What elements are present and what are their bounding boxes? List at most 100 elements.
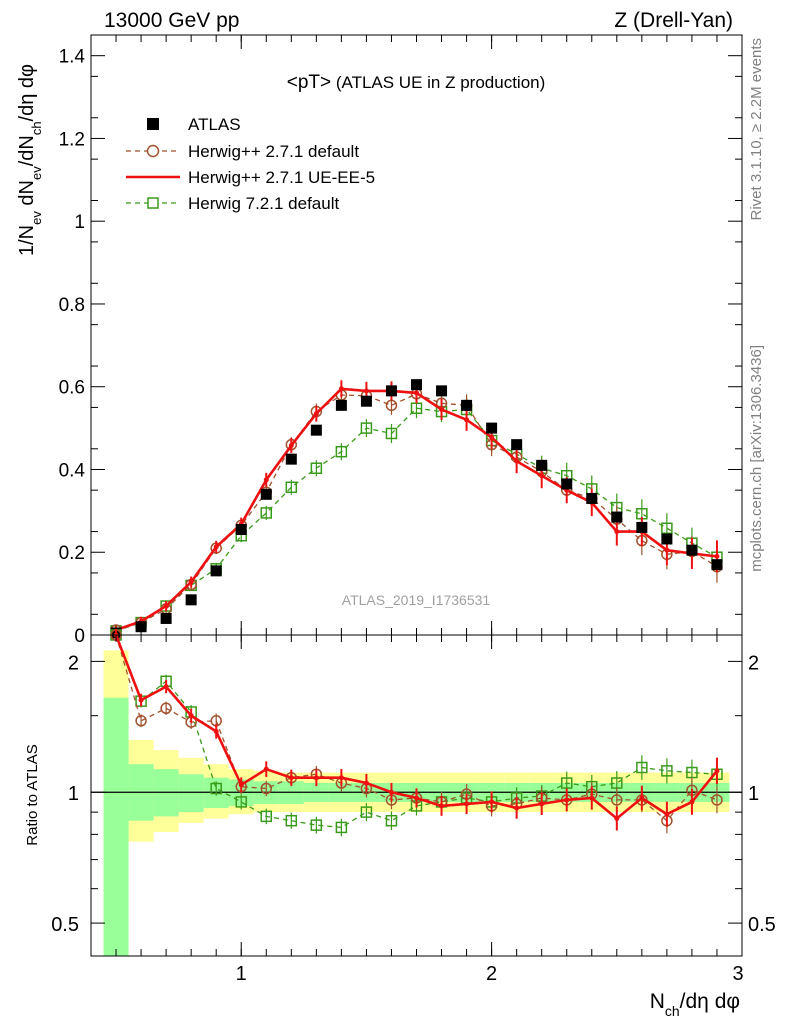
- ratio-ytick-label: 2: [68, 652, 79, 674]
- ratio-point-herwigpp_ue: [564, 797, 570, 803]
- main-point-atlas: [360, 395, 372, 407]
- ratio-point-herwigpp_ue: [614, 816, 620, 822]
- plot-title-desc: (ATLAS UE in Z production): [331, 73, 545, 92]
- ratio-xtick-label: 2: [486, 963, 497, 985]
- main-ytick-label: 1.2: [59, 129, 85, 150]
- ratio-band-inner: [178, 774, 204, 813]
- ratio-point-herwigpp_default: [260, 782, 273, 795]
- main-point-atlas: [636, 521, 648, 533]
- main-point-herwigpp_ue: [363, 388, 369, 394]
- main-point-atlas: [561, 478, 573, 490]
- ratio-panel: 0.5 0.5 1 1 2 2 1 2 3 Ratio to ATLAS Nch/dη dφ: [24, 629, 776, 1019]
- main-point-atlas: [260, 488, 272, 500]
- ratio-ytick-label-right: 1: [748, 783, 759, 805]
- main-point-atlas: [385, 385, 397, 397]
- ratio-point-herwigpp_ue: [338, 775, 344, 781]
- legend-label-herwig7: Herwig 7.2.1 default: [188, 194, 339, 213]
- main-ytick-label: 0.2: [59, 543, 85, 564]
- ratio-point-herwigpp_ue: [213, 728, 219, 734]
- main-ytick-label: 0.4: [59, 460, 86, 481]
- main-point-herwigpp_ue: [414, 390, 419, 396]
- main-point-herwigpp_ue: [338, 386, 344, 392]
- side-label-top: Rivet 3.1.10, ≥ 2.2M events: [748, 38, 765, 221]
- ratio-point-herwigpp_ue: [163, 684, 169, 690]
- ratio-point-herwig7: [360, 806, 373, 818]
- ratio-point-herwigpp_default: [135, 715, 147, 727]
- main-point-herwigpp_ue: [263, 477, 269, 483]
- ratio-point-herwig7: [285, 814, 298, 827]
- ratio-point-herwigpp_ue: [489, 799, 495, 805]
- main-point-herwigpp_ue: [489, 434, 495, 440]
- ratio-xtick-label: 3: [732, 963, 743, 985]
- ratio-point-herwigpp_ue: [664, 811, 670, 817]
- main-ytick-label: 0.8: [59, 295, 85, 316]
- main-point-herwig7: [385, 427, 398, 440]
- ratio-point-herwigpp_ue: [388, 789, 394, 795]
- ratio-point-herwigpp_default: [611, 794, 623, 806]
- main-point-atlas: [310, 424, 322, 436]
- ratio-point-herwigpp_ue: [639, 795, 645, 801]
- ratio-point-herwig7: [210, 782, 222, 795]
- ratio-point-herwigpp_ue: [288, 775, 294, 781]
- main-point-herwig7: [310, 462, 323, 474]
- main-point-atlas: [661, 533, 673, 545]
- ratio-point-herwigpp_default: [711, 794, 723, 806]
- main-point-herwig7: [360, 422, 373, 434]
- main-point-atlas: [586, 492, 598, 504]
- main-point-herwig7: [661, 522, 673, 534]
- main-point-herwig7: [260, 507, 273, 519]
- legend-label-atlas: ATLAS: [188, 115, 241, 134]
- main-point-herwig7: [335, 445, 348, 458]
- watermark: ATLAS_2019_I1736531: [342, 592, 491, 608]
- main-point-herwigpp_ue: [614, 529, 620, 535]
- ratio-point-herwigpp_ue: [514, 805, 520, 811]
- main-point-herwigpp_ue: [464, 417, 470, 423]
- ratio-point-herwig7: [661, 765, 673, 777]
- main-point-herwigpp_ue: [288, 442, 294, 448]
- main-point-herwigpp_ue: [664, 547, 670, 553]
- ratio-point-herwig7: [385, 814, 398, 827]
- ratio-xtick-label: 1: [236, 963, 247, 985]
- main-ylabel: 1/Nev dNev/dNch/dη dφ: [16, 64, 44, 256]
- ratio-point-herwig7: [335, 821, 348, 834]
- main-ytick-label: 1.4: [59, 47, 86, 68]
- main-point-atlas: [511, 439, 523, 451]
- ratio-point-herwig7: [235, 796, 247, 808]
- main-point-atlas: [160, 612, 172, 624]
- main-ytick-label: 0: [74, 626, 85, 647]
- legend: ATLAS Herwig++ 2.7.1 default Herwig++ 2.7.…: [126, 115, 375, 213]
- main-point-herwigpp_ue: [439, 406, 445, 412]
- ratio-point-herwigpp_ue: [589, 795, 595, 801]
- ratio-point-herwig7: [636, 761, 648, 774]
- main-point-herwigpp_ue: [539, 473, 545, 479]
- ratio-ytick-label-right: 2: [748, 652, 759, 674]
- main-point-herwigpp_ue: [163, 603, 169, 609]
- main-point-herwigpp_ue: [514, 458, 520, 464]
- ratio-point-herwigpp_ue: [238, 782, 244, 788]
- main-panel: 0 0.2 0.4 0.6 0.8 1 1.2 1.4 <pT> (ATLAS UE in Z…: [16, 34, 743, 647]
- main-point-atlas: [135, 621, 147, 633]
- main-point-atlas: [436, 385, 448, 397]
- main-point-atlas: [235, 523, 247, 535]
- legend-marker-herwig7: [147, 197, 159, 209]
- main-point-atlas: [611, 511, 623, 523]
- main-ytick-label: 1: [74, 212, 85, 233]
- plot-title: <pT> (ATLAS UE in Z production): [287, 72, 546, 93]
- ratio-point-herwigpp_ue: [313, 775, 319, 781]
- ratio-band-inner: [103, 697, 129, 956]
- ratio-point-herwigpp_ue: [188, 713, 194, 719]
- main-point-atlas: [185, 594, 197, 606]
- x-axis-label: Nch/dη dφ: [650, 990, 740, 1019]
- ratio-point-herwigpp_default: [160, 702, 172, 715]
- main-point-herwigpp_ue: [188, 579, 194, 585]
- legend-label-herwigpp_default: Herwig++ 2.7.1 default: [188, 142, 359, 161]
- main-point-atlas: [411, 379, 422, 391]
- main-point-atlas: [210, 565, 222, 577]
- ratio-point-herwig7: [560, 777, 573, 789]
- ratio-ytick-label: 0.5: [51, 914, 79, 936]
- ratio-point-herwig7: [260, 810, 273, 823]
- ratio-point-herwigpp_ue: [414, 795, 419, 801]
- ratio-point-herwigpp_ue: [464, 801, 470, 807]
